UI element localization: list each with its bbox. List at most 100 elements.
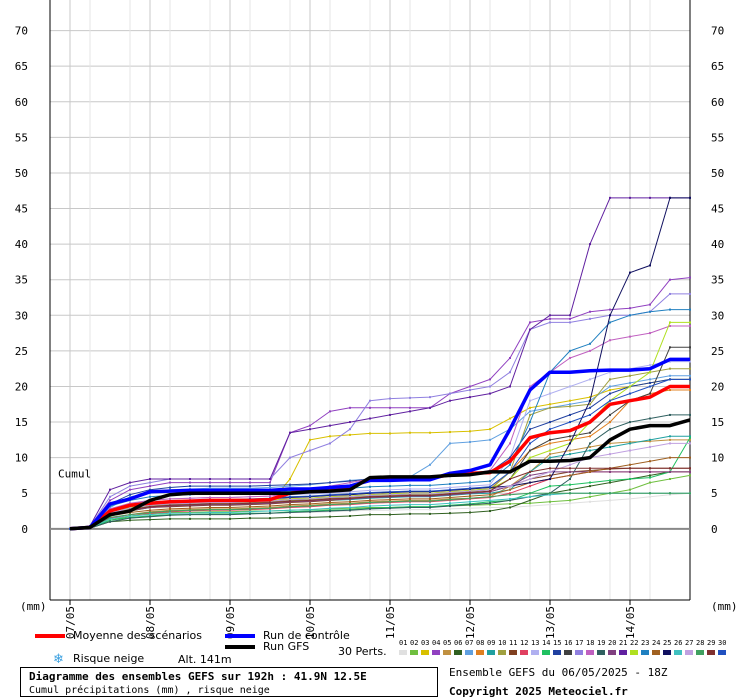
perturbation-point: [269, 512, 271, 515]
perturbation-point: [529, 502, 531, 505]
perturbation-color-swatch: [652, 650, 660, 655]
perturbation-point: [509, 442, 511, 445]
perturbation-point: [109, 506, 111, 509]
perturbation-number: 23: [641, 639, 650, 647]
perturbation-point: [509, 463, 511, 466]
perturbation-point: [629, 492, 631, 495]
perturbation-line: [69, 457, 690, 530]
y-tick-label-left: 60: [15, 96, 28, 109]
perturbation-point: [529, 406, 531, 409]
perturbation-point: [449, 498, 451, 501]
perturbation-point: [429, 508, 431, 511]
perturbation-point: [589, 349, 591, 352]
perturbation-point: [349, 481, 351, 484]
perturbation-point: [409, 431, 411, 434]
y-tick-label-right: 65: [711, 60, 724, 73]
perturbation-point: [569, 470, 571, 473]
x-tick-label: 09/05: [224, 606, 237, 639]
perturbation-point: [209, 513, 211, 516]
perturbation-point: [289, 490, 291, 493]
perturbation-point: [149, 485, 151, 488]
perturbation-point: [269, 501, 271, 504]
perturbation-line: [69, 197, 690, 530]
perturbation-point: [629, 385, 631, 388]
perturbation-point: [589, 378, 591, 381]
perturbation-point: [229, 487, 231, 490]
perturbation-point: [469, 389, 471, 392]
perturbation-point: [569, 453, 571, 456]
perturbation-point: [309, 510, 311, 513]
perturbation-point: [309, 497, 311, 500]
perturbation-color-swatch: [421, 650, 429, 655]
perturbation-point: [249, 478, 251, 480]
perturbation-point: [349, 500, 351, 503]
perturbation-point: [489, 500, 491, 503]
perturbation-point: [509, 493, 511, 496]
perturbation-point: [429, 487, 431, 490]
perturbation-point: [229, 481, 231, 484]
perturbation-point: [609, 196, 611, 199]
perturbation-point: [109, 507, 111, 510]
y-tick-label-right: 70: [711, 25, 724, 38]
perturbation-point: [509, 492, 511, 495]
perturbation-point: [229, 496, 231, 499]
y-tick-label-left: 30: [15, 309, 28, 322]
perturbation-point: [609, 378, 611, 381]
perturbation-point: [289, 505, 291, 508]
perturbation-point: [249, 517, 251, 520]
perturbation-point: [429, 490, 431, 493]
perturbation-point: [669, 321, 671, 324]
perturbation-point: [489, 483, 491, 486]
x-tick-label: 12/05: [464, 606, 477, 639]
perturbation-number: 16: [564, 639, 573, 647]
perturbation-point: [449, 399, 451, 402]
perturbation-point: [189, 502, 191, 505]
perturbation-point: [629, 392, 631, 395]
perturbation-point: [549, 492, 551, 495]
perturbation-point: [589, 435, 591, 438]
perturbation-point: [209, 478, 211, 480]
perturbation-point: [689, 378, 691, 381]
perturbation-point: [649, 385, 651, 388]
perturbation-number: 15: [553, 639, 562, 647]
perturbation-point: [569, 314, 571, 317]
perturbation-point: [129, 495, 131, 498]
perturbation-point: [429, 484, 431, 487]
perturbation-point: [309, 482, 311, 485]
perturbation-point: [469, 485, 471, 488]
perturbation-point: [469, 491, 471, 494]
chart-subtitle: Cumul précipitations (mm) , risque neige: [29, 685, 270, 696]
perturbation-number: 02: [410, 639, 419, 647]
perturbation-line: [69, 471, 690, 530]
perturbation-point: [589, 342, 591, 345]
perturbation-point: [589, 396, 591, 399]
perturbation-point: [109, 517, 111, 520]
perturbation-point: [609, 481, 611, 484]
y-tick-label-left: 50: [15, 167, 28, 180]
perturbation-color-swatch: [575, 650, 583, 655]
y-tick-label-left: 35: [15, 274, 28, 287]
perturbation-point: [489, 428, 491, 431]
perturbation-point: [509, 478, 511, 480]
y-tick-label-right: 35: [711, 274, 724, 287]
perturbation-point: [389, 500, 391, 503]
y-tick-label-right: 15: [711, 416, 724, 429]
perturbation-point: [409, 512, 411, 515]
perturbation-point: [409, 508, 411, 511]
perturbation-number: 06: [454, 639, 463, 647]
perturbation-number: 21: [619, 639, 628, 647]
perturbation-point: [609, 445, 611, 448]
y-tick-label-left: 20: [15, 380, 28, 393]
perturbation-point: [669, 374, 671, 377]
y-tick-label-left: 70: [15, 25, 28, 38]
perturbation-point: [629, 478, 631, 480]
perturbation-point: [229, 485, 231, 488]
perturbation-point: [409, 396, 411, 399]
perturbation-point: [389, 397, 391, 400]
perturbation-number: 04: [432, 639, 441, 647]
perturbation-point: [669, 470, 671, 473]
perturbation-number: 20: [608, 639, 617, 647]
perturbation-point: [589, 413, 591, 416]
perturbation-point: [649, 392, 651, 395]
perturbation-point: [689, 492, 691, 495]
